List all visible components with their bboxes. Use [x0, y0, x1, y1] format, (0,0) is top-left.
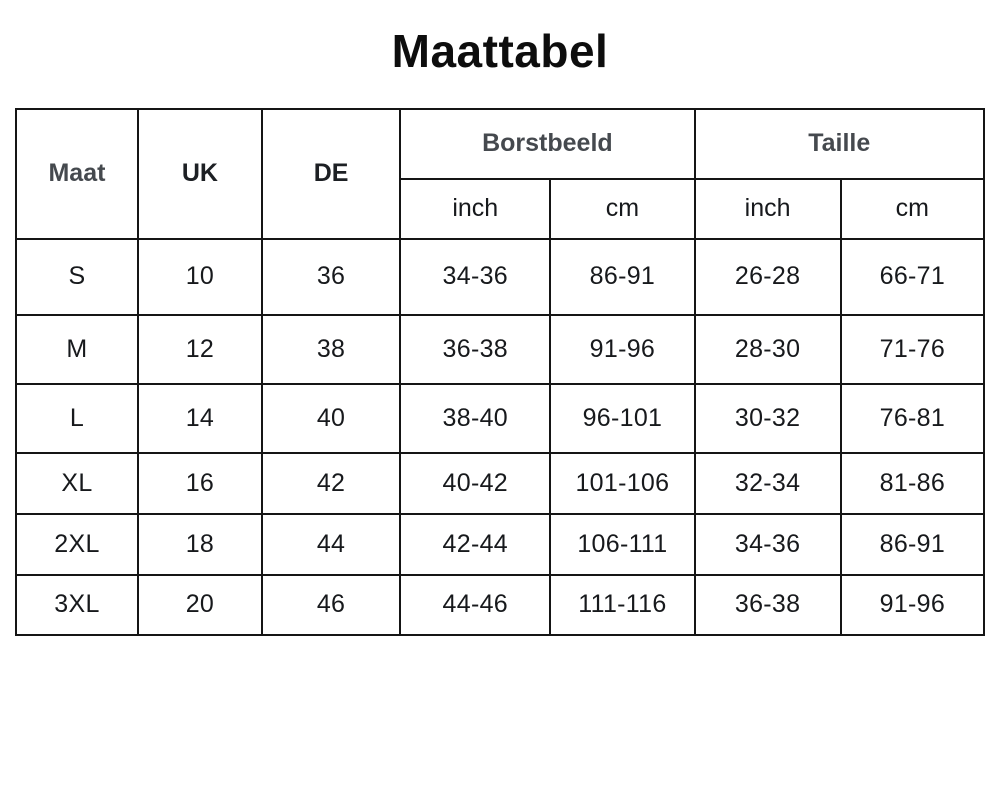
table-row-xl: XL 16 42 40-42 101-106 32-34 81-86 — [15, 451, 986, 515]
header-de: DE — [260, 107, 402, 240]
subheader-borstbeeld-cm: cm — [549, 177, 696, 240]
cell-maat: M — [15, 313, 139, 385]
cell-borstbeeld-cm: 111-116 — [549, 573, 696, 636]
cell-taille-cm: 66-71 — [839, 237, 986, 316]
subheader-taille-cm: cm — [839, 177, 986, 240]
cell-taille-inch: 28-30 — [693, 313, 842, 385]
cell-taille-cm: 86-91 — [839, 512, 986, 576]
subheader-taille-inch: inch — [693, 177, 842, 240]
cell-de: 40 — [260, 382, 402, 454]
cell-taille-inch: 30-32 — [693, 382, 842, 454]
cell-de: 36 — [260, 237, 402, 316]
header-group-row: Maat UK DE Borstbeeld Taille — [15, 107, 986, 240]
table-row-s: S 10 36 34-36 86-91 26-28 66-71 — [15, 237, 986, 316]
cell-borstbeeld-cm: 91-96 — [549, 313, 696, 385]
cell-taille-cm: 81-86 — [839, 451, 986, 515]
header-sub-row: inch cm inch cm — [16, 177, 986, 240]
cell-taille-cm: 71-76 — [839, 313, 986, 385]
cell-maat: 3XL — [15, 573, 139, 636]
cell-maat: S — [15, 237, 139, 316]
header-group-taille: Taille — [693, 107, 986, 180]
cell-de: 42 — [260, 451, 402, 515]
table-row-m: M 12 38 36-38 91-96 28-30 71-76 — [15, 313, 986, 385]
cell-taille-inch: 32-34 — [693, 451, 842, 515]
cell-uk: 12 — [136, 313, 263, 385]
cell-uk: 10 — [136, 237, 263, 316]
cell-de: 46 — [260, 573, 402, 636]
size-chart-table: Maat UK DE Borstbeeld Taille inch cm inc… — [15, 107, 986, 636]
cell-borstbeeld-cm: 106-111 — [549, 512, 696, 576]
cell-taille-inch: 26-28 — [693, 237, 842, 316]
header-group-borstbeeld: Borstbeeld — [399, 107, 696, 180]
cell-taille-inch: 36-38 — [693, 573, 842, 636]
header-maat: Maat — [15, 107, 139, 240]
cell-borstbeeld-inch: 36-38 — [399, 313, 552, 385]
cell-borstbeeld-inch: 42-44 — [399, 512, 552, 576]
cell-uk: 14 — [136, 382, 263, 454]
cell-taille-inch: 34-36 — [693, 512, 842, 576]
cell-borstbeeld-cm: 96-101 — [549, 382, 696, 454]
table-row-2xl: 2XL 18 44 42-44 106-111 34-36 86-91 — [15, 512, 986, 576]
cell-maat: 2XL — [15, 512, 139, 576]
table-row-l: L 14 40 38-40 96-101 30-32 76-81 — [15, 382, 986, 454]
page-title: Maattabel — [391, 25, 609, 77]
cell-taille-cm: 91-96 — [839, 573, 986, 636]
cell-uk: 18 — [136, 512, 263, 576]
cell-de: 38 — [260, 313, 402, 385]
cell-borstbeeld-inch: 38-40 — [399, 382, 552, 454]
subheader-borstbeeld-inch: inch — [399, 177, 552, 240]
cell-borstbeeld-cm: 101-106 — [549, 451, 696, 515]
header-uk: UK — [136, 107, 263, 240]
cell-borstbeeld-inch: 44-46 — [399, 573, 552, 636]
cell-taille-cm: 76-81 — [839, 382, 986, 454]
cell-borstbeeld-cm: 86-91 — [549, 237, 696, 316]
table-row-3xl: 3XL 20 46 44-46 111-116 36-38 91-96 — [15, 573, 986, 636]
cell-borstbeeld-inch: 40-42 — [399, 451, 552, 515]
cell-uk: 20 — [136, 573, 263, 636]
cell-maat: XL — [15, 451, 139, 515]
cell-maat: L — [15, 382, 139, 454]
cell-uk: 16 — [136, 451, 263, 515]
cell-de: 44 — [260, 512, 402, 576]
cell-borstbeeld-inch: 34-36 — [399, 237, 552, 316]
